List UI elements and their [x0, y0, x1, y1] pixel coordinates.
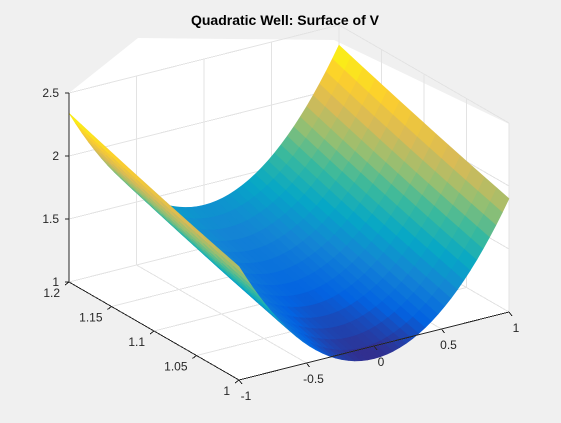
- z-tick-label: 1: [52, 275, 59, 289]
- x-tick-label: -0.5: [303, 372, 324, 386]
- x-tick-mark: [373, 345, 378, 351]
- x-tick-mark: [441, 328, 445, 334]
- x-tick-label: -1: [241, 389, 252, 403]
- x-tick-mark: [238, 379, 243, 385]
- y-tick-mark: [192, 355, 197, 359]
- y-tick-label: 1.15: [79, 311, 103, 325]
- y-tick-label: 1: [223, 384, 230, 398]
- x-tick-mark: [306, 362, 310, 368]
- y-tick-label: 1.1: [128, 335, 145, 349]
- z-tick-label: 2: [52, 149, 59, 163]
- box-edge: [338, 24, 510, 124]
- x-tick-label: 0.5: [440, 338, 457, 352]
- axis-lines: [64, 92, 513, 385]
- z-tick-label: 1.5: [42, 212, 59, 226]
- box-edge: [68, 24, 340, 94]
- x-tick-label: 1: [513, 321, 520, 335]
- y-tick-mark: [107, 306, 112, 310]
- y-tick-mark: [234, 379, 240, 384]
- x-tick-mark: [508, 311, 513, 317]
- chart-title: Quadratic Well: Surface of V: [191, 12, 380, 28]
- x-tick-label: 0: [378, 355, 385, 369]
- z-tick-label: 2.5: [42, 86, 59, 100]
- surface-patches[interactable]: [68, 44, 510, 362]
- y-tick-label: 1.05: [164, 360, 188, 374]
- y-tick-mark: [149, 330, 155, 335]
- surface-patch[interactable]: [490, 187, 510, 213]
- y-tick-label: 1.2: [43, 286, 60, 300]
- back-wall-grid-z: [68, 87, 340, 157]
